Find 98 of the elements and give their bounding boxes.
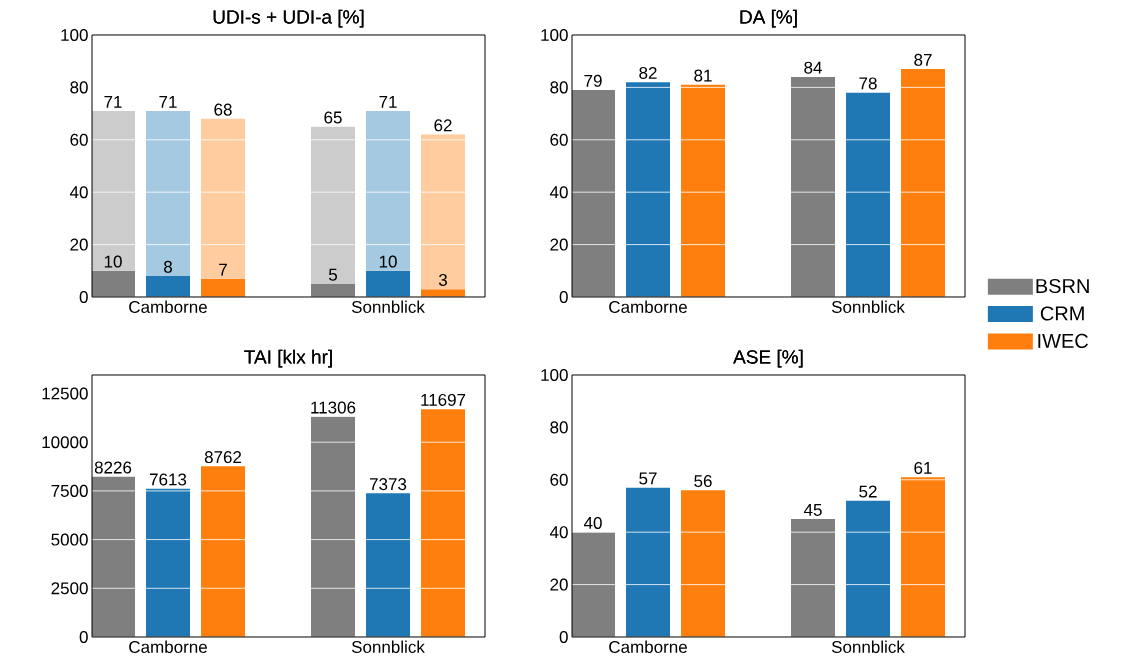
- total-label: 62: [434, 119, 452, 132]
- bar: [681, 84, 726, 297]
- y-tick-label: 20: [550, 238, 568, 251]
- x-tick-label: Camborne: [609, 640, 687, 654]
- y-tick-label: 60: [550, 473, 568, 486]
- data-label: 40: [583, 516, 602, 529]
- y-tick-label: 60: [70, 133, 88, 146]
- bar: [146, 276, 191, 297]
- data-label: 8762: [204, 451, 242, 464]
- y-tick-label: 20: [70, 238, 88, 251]
- x-tick-label: Camborne: [129, 300, 207, 314]
- data-label: 5: [328, 268, 338, 281]
- y-tick-label: 100: [61, 28, 88, 42]
- y-tick-label: 100: [541, 368, 568, 382]
- bar: [572, 90, 616, 297]
- bar: [92, 270, 136, 297]
- x-tick-label: Sonnblick: [831, 300, 905, 314]
- data-label: 10: [379, 255, 397, 268]
- y-tick-label: 40: [549, 186, 568, 199]
- data-label: 11697: [421, 393, 466, 406]
- total-label: 71: [379, 96, 397, 108]
- bar: [681, 490, 726, 637]
- bar: [421, 409, 466, 637]
- data-label: 11306: [311, 401, 356, 414]
- bar: [201, 118, 246, 279]
- bar: [311, 283, 356, 297]
- data-label: 7: [219, 263, 227, 276]
- bar: [92, 476, 136, 637]
- chart-title: UDI-s + UDI-a [%]: [213, 9, 364, 28]
- bar: [572, 532, 616, 637]
- y-tick-label: 80: [70, 81, 88, 94]
- x-tick-label: Camborne: [129, 640, 207, 654]
- bar: [846, 500, 891, 637]
- y-tick-label: 80: [550, 421, 568, 434]
- bar: [366, 270, 411, 297]
- total-label: 71: [159, 96, 177, 108]
- bar: [626, 487, 671, 637]
- y-tick-label: 0: [79, 630, 88, 644]
- y-tick-label: 80: [550, 81, 568, 94]
- y-tick-label: 2500: [51, 582, 88, 595]
- total-label: 68: [214, 103, 232, 116]
- bar: [626, 82, 671, 297]
- x-tick-label: Sonnblick: [831, 640, 905, 654]
- x-tick-label: Sonnblick: [351, 300, 425, 314]
- y-tick-label: 60: [550, 133, 568, 146]
- bar: [311, 126, 356, 284]
- bar: [901, 69, 946, 297]
- y-tick-label: 5000: [51, 533, 88, 546]
- data-label: 56: [694, 475, 712, 488]
- data-label: 10: [104, 255, 122, 268]
- data-label: 82: [639, 66, 657, 79]
- legend-label: CRM: [1040, 306, 1084, 321]
- y-tick-label: 0: [559, 290, 568, 304]
- x-tick-label: Sonnblick: [351, 640, 425, 654]
- bar: [421, 134, 466, 290]
- data-label: 61: [914, 461, 932, 474]
- y-tick-label: 10000: [42, 436, 88, 449]
- data-label: 57: [639, 472, 657, 485]
- bar: [311, 416, 356, 637]
- bar: [146, 110, 191, 277]
- data-label: 8: [164, 260, 172, 273]
- data-label: 7373: [369, 478, 407, 491]
- y-tick-label: 7500: [51, 484, 88, 497]
- bar: [146, 488, 191, 637]
- bar: [791, 76, 836, 297]
- y-tick-label: 40: [69, 186, 88, 199]
- bar: [901, 477, 946, 637]
- chart-title: TAI [klx hr]: [244, 349, 332, 368]
- bar: [201, 278, 246, 297]
- y-tick-label: 40: [549, 526, 568, 539]
- data-label: 3: [438, 273, 447, 286]
- y-tick-label: 0: [559, 630, 568, 644]
- data-label: 81: [694, 69, 712, 82]
- data-label: 8226: [94, 461, 132, 474]
- data-label: 84: [804, 61, 822, 74]
- y-tick-label: 12500: [42, 387, 88, 400]
- bar: [791, 519, 836, 637]
- chart-title: DA [%]: [740, 9, 797, 28]
- legend-label: BSRN: [1036, 278, 1089, 294]
- bar: [92, 110, 136, 271]
- y-tick-label: 20: [550, 578, 568, 591]
- data-label: 87: [914, 53, 932, 66]
- data-label: 79: [584, 74, 602, 87]
- bar: [846, 92, 891, 297]
- bar: [366, 110, 411, 271]
- y-tick-label: 100: [541, 28, 568, 42]
- data-label: 7613: [149, 473, 187, 486]
- x-tick-label: Camborne: [609, 300, 687, 314]
- data-label: 52: [859, 485, 877, 498]
- bar: [201, 466, 246, 637]
- chart-title: ASE [%]: [733, 349, 803, 368]
- y-tick-label: 0: [79, 290, 88, 304]
- data-label: 78: [859, 77, 877, 90]
- total-label: 71: [104, 96, 122, 108]
- total-label: 65: [324, 111, 342, 124]
- data-label: 45: [803, 504, 822, 516]
- bar: [366, 493, 411, 637]
- legend-label: IWEC: [1038, 333, 1088, 348]
